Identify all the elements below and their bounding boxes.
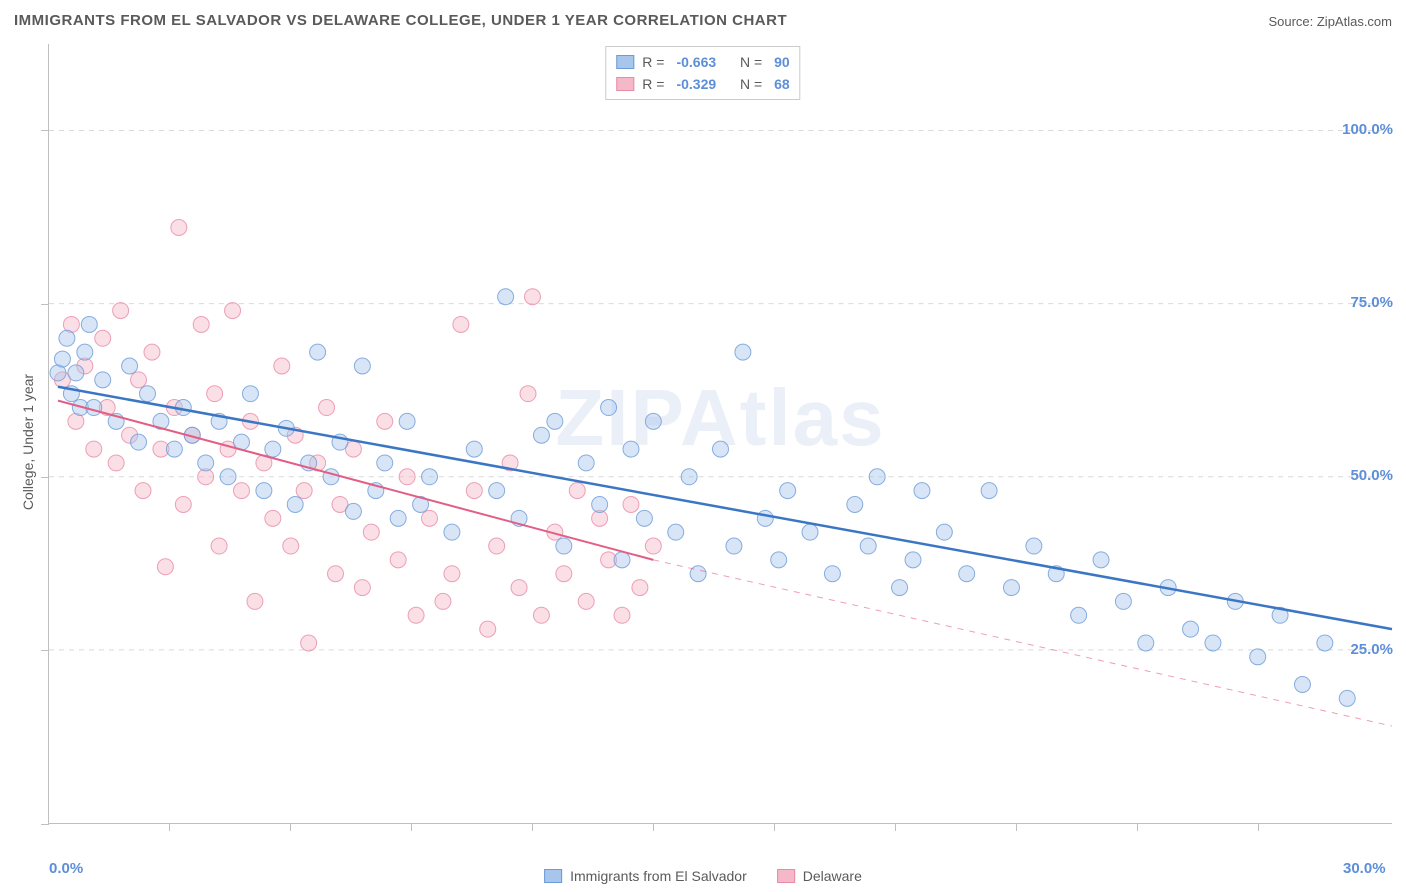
- scatter-series-delaware: [54, 220, 661, 651]
- legend-label-pink: Delaware: [803, 868, 862, 884]
- x-tick-label: 0.0%: [49, 860, 83, 877]
- r-label: R =: [642, 54, 664, 70]
- swatch-blue: [616, 55, 634, 69]
- swatch-pink: [616, 77, 634, 91]
- legend-correlation-box: R = -0.663 N = 90 R = -0.329 N = 68: [605, 46, 800, 100]
- chart-header: IMMIGRANTS FROM EL SALVADOR VS DELAWARE …: [14, 12, 1392, 36]
- chart-svg: [49, 44, 1392, 823]
- y-tick-label: 75.0%: [1323, 294, 1393, 311]
- legend-item-pink: Delaware: [777, 868, 862, 884]
- legend-series: Immigrants from El Salvador Delaware: [544, 868, 862, 884]
- n-value-pink: 68: [774, 76, 790, 92]
- chart-source: Source: ZipAtlas.com: [1268, 14, 1392, 29]
- regression-lines: [58, 387, 1392, 726]
- y-tick-label: 25.0%: [1323, 641, 1393, 658]
- n-label: N =: [740, 76, 762, 92]
- swatch-pink: [777, 869, 795, 883]
- y-tick-label: 100.0%: [1323, 121, 1393, 138]
- source-prefix: Source:: [1268, 14, 1316, 29]
- legend-item-blue: Immigrants from El Salvador: [544, 868, 747, 884]
- n-value-blue: 90: [774, 54, 790, 70]
- chart-title: IMMIGRANTS FROM EL SALVADOR VS DELAWARE …: [14, 12, 787, 29]
- swatch-blue: [544, 869, 562, 883]
- r-value-blue: -0.663: [676, 54, 716, 70]
- legend-row-blue: R = -0.663 N = 90: [616, 51, 789, 73]
- y-axis-label-wrap: College, Under 1 year: [8, 44, 36, 824]
- legend-label-blue: Immigrants from El Salvador: [570, 868, 747, 884]
- x-tick-label: 30.0%: [1343, 860, 1386, 877]
- r-value-pink: -0.329: [676, 76, 716, 92]
- y-axis-label: College, Under 1 year: [20, 302, 36, 582]
- source-link[interactable]: ZipAtlas.com: [1317, 14, 1392, 29]
- y-tick-label: 50.0%: [1323, 467, 1393, 484]
- plot-area: ZIPAtlas 0.0%30.0%25.0%50.0%75.0%100.0%: [48, 44, 1392, 824]
- n-label: N =: [740, 54, 762, 70]
- r-label: R =: [642, 76, 664, 92]
- legend-row-pink: R = -0.329 N = 68: [616, 73, 789, 95]
